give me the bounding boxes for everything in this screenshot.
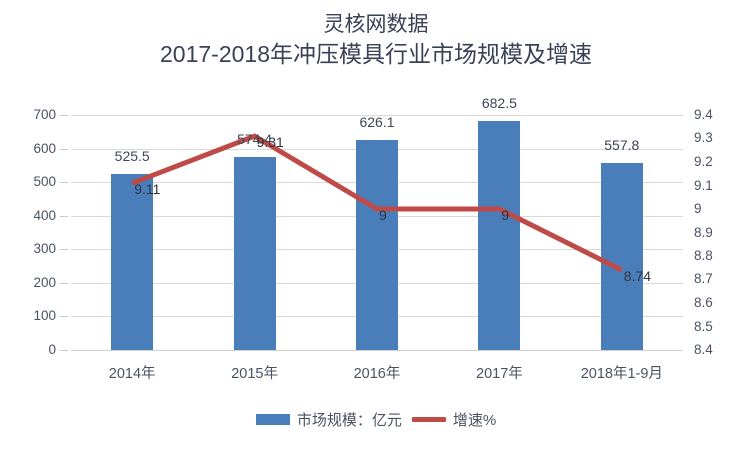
y-axis-left-tick-mark (60, 249, 68, 250)
y-axis-left-tick: 600 (33, 141, 56, 156)
gridline (71, 115, 683, 116)
line-value-label: 9 (379, 207, 387, 223)
y-axis-left-tick-mark (60, 149, 68, 150)
y-axis-right-tick: 8.7 (694, 271, 713, 286)
bar[interactable] (356, 139, 398, 350)
bar-value-label: 626.1 (359, 113, 395, 130)
y-axis-right-tick: 8.9 (694, 225, 713, 240)
y-axis-right-tick: 8.8 (694, 248, 713, 263)
x-axis-category-label: 2016年 (353, 366, 401, 382)
bar[interactable] (111, 173, 154, 350)
y-axis-left-tick: 100 (33, 308, 56, 323)
y-axis-right-tick: 9.1 (694, 178, 713, 193)
y-axis-left-tick: 0 (48, 342, 56, 357)
bar-value-label: 525.5 (114, 147, 150, 164)
line-value-label: 9.11 (134, 181, 161, 198)
y-axis-right: 9.4 9.3 9.2 9.1 9 8.9 8.8 8.7 8.6 8.5 8.4 (694, 108, 746, 357)
y-axis-left-tick: 300 (33, 241, 56, 256)
y-axis-left-tick-mark (60, 115, 68, 116)
y-axis-left-tick: 700 (33, 107, 56, 122)
y-axis-left-tick-mark (60, 283, 68, 284)
legend-line-label: 增速% (452, 412, 497, 429)
bar[interactable] (233, 157, 276, 350)
x-axis-category-label: 2014年 (108, 366, 156, 382)
y-axis-left-tick: 200 (33, 275, 56, 290)
y-axis-left-tick-mark (60, 182, 68, 183)
plot-area: 525.5 574.4 626.1 682.5 557.8 9.11 9.31 9 9 8.74 (71, 95, 683, 351)
x-axis-category-label: 2015年 (231, 366, 278, 382)
y-axis-left-tick-mark (60, 216, 68, 217)
x-axis-categories: 2014年 2015年 2016年 2017年 2018年1-9月 (71, 362, 683, 384)
bar-value-label: 682.5 (481, 94, 517, 111)
bar[interactable] (600, 162, 643, 350)
x-axis-category-label: 2018年1-9月 (580, 366, 663, 382)
y-axis-left-tick-mark (60, 350, 68, 351)
legend-bar-label: 市场规模：亿元 (296, 412, 402, 429)
chart-title: 灵核网数据 2017-2018年冲压模具行业市场规模及增速 (0, 10, 752, 70)
chart-title-text: 2017-2018年冲压模具行业市场规模及增速 (160, 41, 592, 67)
bar-value-label: 574.4 (237, 131, 273, 148)
y-axis-right-tick: 8.6 (694, 295, 713, 310)
y-axis-left-tick: 400 (33, 208, 56, 223)
x-axis-category-label: 2017年 (476, 366, 523, 382)
chart-legend: 市场规模：亿元 增速% (0, 409, 752, 430)
legend-item-bar[interactable]: 市场规模：亿元 (255, 409, 402, 430)
line-value-label: 9.31 (256, 134, 284, 151)
legend-item-line[interactable]: 增速% (411, 409, 497, 430)
bar-value-label: 557.8 (604, 136, 640, 153)
legend-bar-swatch-icon (255, 414, 290, 425)
y-axis-right-tick: 8.4 (694, 342, 713, 357)
line-value-label: 9 (501, 207, 510, 223)
gridline (71, 350, 683, 351)
bar[interactable] (478, 120, 521, 350)
y-axis-left-tick-mark (60, 316, 68, 317)
y-axis-left: 700 600 500 400 300 200 100 0 (0, 108, 68, 357)
y-axis-right-tick: 8.5 (694, 319, 713, 334)
y-axis-right-tick: 9.3 (694, 130, 713, 145)
y-axis-right-tick: 9.4 (694, 107, 713, 122)
y-axis-right-tick: 9 (694, 201, 702, 216)
line-value-label: 8.74 (623, 268, 652, 285)
chart-subtitle-text: 灵核网数据 (323, 13, 429, 36)
y-axis-right-tick: 9.2 (694, 154, 713, 169)
y-axis-left-tick: 500 (33, 174, 56, 189)
legend-line-swatch-icon (411, 417, 446, 422)
